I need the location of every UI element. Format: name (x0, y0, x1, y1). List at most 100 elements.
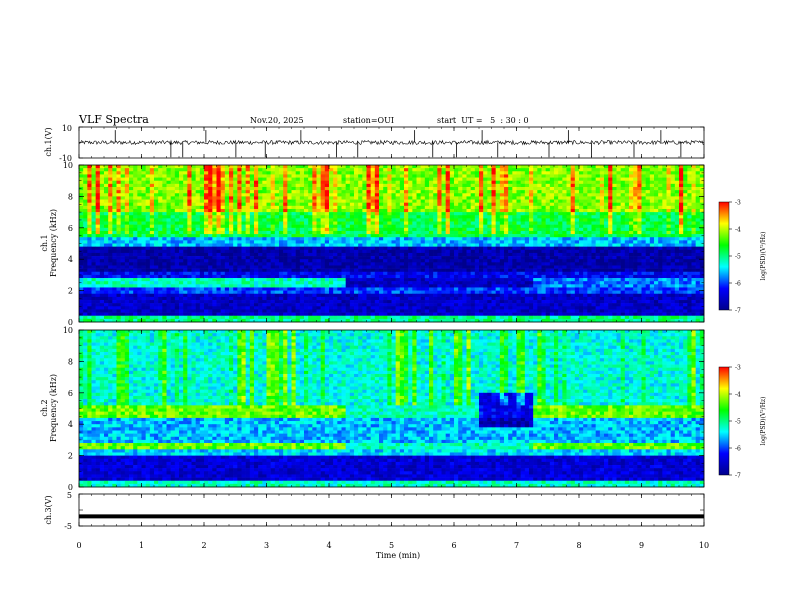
spectrogram-cell (545, 246, 551, 251)
spectrogram-cell (549, 174, 555, 178)
spectrogram-cell (562, 265, 567, 269)
spectrogram-cell (495, 202, 501, 207)
spectrogram-cell (554, 227, 559, 232)
spectrogram-cell (412, 252, 417, 257)
spectrogram-cell (179, 218, 184, 222)
spectrogram-cell (291, 168, 296, 172)
spectrogram-cell (304, 165, 309, 169)
spectrogram-cell (433, 237, 438, 241)
spectrogram-cell (429, 202, 434, 207)
spectrogram-cell (87, 240, 92, 244)
spectrogram-cell (670, 205, 676, 210)
spectrogram-cell (87, 174, 92, 178)
spectrogram-cell (420, 243, 426, 247)
spectrogram-cell (112, 165, 117, 169)
spectrogram-cell (674, 237, 680, 241)
spectrogram-cell (124, 230, 130, 235)
spectrogram-cell (87, 183, 92, 188)
spectrogram-cell (145, 205, 151, 210)
spectrogram-cell (641, 171, 646, 175)
spectrogram-cell (112, 265, 117, 269)
spectrogram-cell (645, 199, 651, 203)
spectrogram-cell (595, 171, 601, 175)
spectrogram-cell (479, 205, 484, 210)
spectrogram-cell (537, 252, 542, 257)
spectrogram-cell (458, 221, 463, 225)
spectrogram-cell (204, 256, 209, 260)
spectrogram-cell (79, 168, 84, 172)
spectrogram-cell (329, 190, 334, 194)
spectrogram-cell (666, 199, 671, 203)
spectrogram-cell (245, 227, 251, 232)
spectrogram-cell (466, 193, 471, 197)
spectrogram-cell (220, 218, 226, 222)
spectrogram-cell (512, 243, 517, 247)
ch1-ytick-top: 10 (62, 124, 72, 133)
spectrogram-cell (358, 171, 363, 175)
spectrogram-cell (354, 249, 359, 254)
spectrogram-cell (358, 215, 363, 219)
spectrogram-cell (345, 180, 351, 185)
spectrogram-cell (220, 240, 226, 244)
spectrogram-cell (345, 168, 351, 172)
spectrogram-cell (429, 171, 434, 175)
spectrogram-cell (295, 205, 301, 210)
spectrogram-cell (670, 215, 676, 219)
spectrogram-cell (366, 193, 371, 197)
spectrogram-cell (470, 224, 476, 229)
spectrogram-cell (458, 249, 463, 254)
spectrogram-cell (208, 196, 213, 200)
spectrogram-cell (562, 234, 567, 238)
spectrogram-cell (412, 249, 417, 254)
spectrogram-cell (308, 165, 313, 169)
spectrogram-cell (274, 230, 280, 235)
spectrogram-cell (120, 199, 126, 203)
spectrogram-cell (545, 256, 551, 260)
spectrogram-cell (645, 190, 651, 194)
spectrogram-cell (529, 215, 534, 219)
spectrogram-cell (558, 205, 563, 210)
spectrogram-cell (208, 224, 213, 229)
spectrogram-cell (408, 252, 413, 257)
spectrogram-cell (491, 224, 496, 229)
spectrogram-cell (112, 221, 117, 225)
spectrogram-cell (395, 256, 401, 260)
spectrogram-cell (466, 243, 471, 247)
spectrogram-cell (358, 177, 363, 181)
spectrogram-cell (320, 256, 326, 260)
spectrogram-cell (416, 193, 421, 197)
spectrogram-cell (274, 180, 280, 185)
spectrogram-cell (437, 237, 442, 241)
spectrogram-cell (279, 230, 284, 235)
spectrogram-cell (533, 208, 538, 213)
spectrogram-cell (337, 186, 342, 191)
spectrogram-cell (212, 218, 217, 222)
spectrogram-cell (612, 262, 617, 266)
spectrogram-cell (658, 252, 663, 257)
spectrogram-cell (695, 256, 701, 260)
spectrogram-cell (229, 180, 234, 185)
spectrogram-cell (383, 183, 388, 188)
spectrogram-cell (583, 196, 588, 200)
spectrogram-cell (291, 262, 296, 266)
spectrogram-cell (629, 199, 634, 203)
spectrogram-cell (466, 174, 471, 178)
spectrogram-cell (304, 221, 309, 225)
spectrogram-cell (374, 177, 380, 181)
spectrogram-cell (383, 249, 388, 254)
spectrogram-cell (433, 199, 438, 203)
spectrogram-cell (629, 208, 634, 213)
spectrogram-cell (262, 193, 267, 197)
spectrogram-cell (341, 240, 346, 244)
spectrogram-cell (645, 218, 651, 222)
spectrogram-cell (412, 224, 417, 229)
spectrogram-cell (687, 202, 692, 207)
spectrogram-cell (399, 256, 405, 260)
spectrogram-cell (329, 252, 334, 257)
spectrogram-cell (279, 193, 284, 197)
spectrogram-cell (474, 196, 480, 200)
spectrogram-cell (124, 240, 130, 244)
spectrogram-cell (683, 252, 688, 257)
spectrogram-cell (291, 221, 296, 225)
spectrogram-cell (445, 262, 451, 266)
